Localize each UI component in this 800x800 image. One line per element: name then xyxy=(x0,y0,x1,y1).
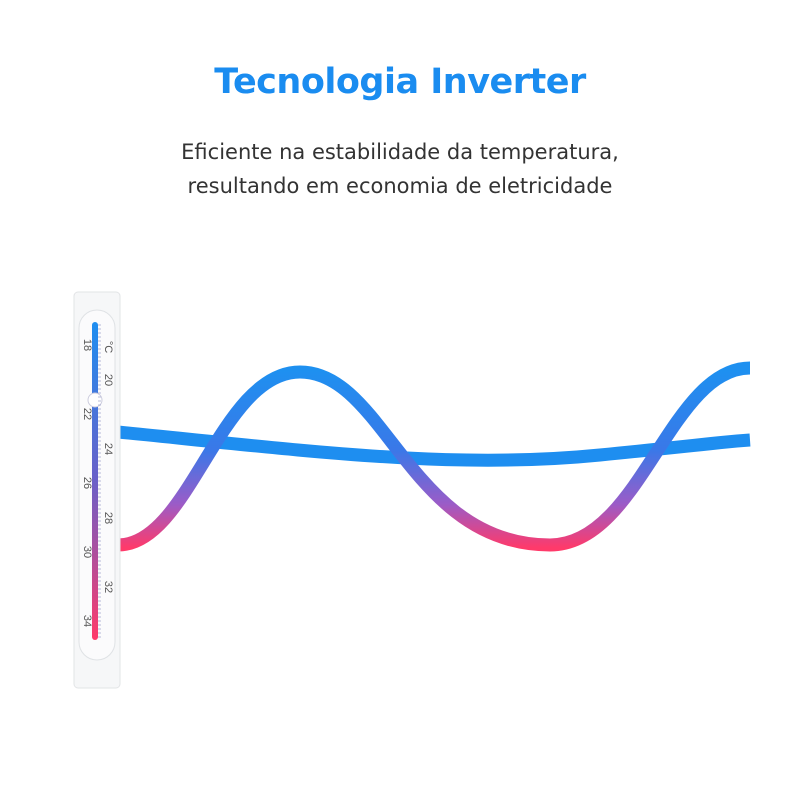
scale-label: 28 xyxy=(102,512,114,524)
scale-label: 22 xyxy=(81,408,93,420)
thermometer-marker xyxy=(87,392,103,408)
scale-label: 34 xyxy=(81,615,93,627)
scale-label: 32 xyxy=(102,581,114,593)
scale-label: 18 xyxy=(81,339,93,351)
fluctuating-temperature-wave xyxy=(117,361,751,552)
scale-label: 26 xyxy=(81,477,93,489)
unit-label: °C xyxy=(102,341,114,353)
scale-label: 24 xyxy=(102,443,114,455)
subtitle-line-1: Eficiente na estabilidade da temperatura… xyxy=(181,140,619,164)
scale-label: 20 xyxy=(102,374,114,386)
subtitle-line-2: resultando em economia de eletricidade xyxy=(187,174,613,198)
stable-temperature-line xyxy=(117,425,751,467)
page-title: Tecnologia Inverter xyxy=(214,62,586,102)
scale-label: 30 xyxy=(81,546,93,558)
thermometer: 18 22 26 30 34 20 24 28 32 °C xyxy=(73,291,121,689)
